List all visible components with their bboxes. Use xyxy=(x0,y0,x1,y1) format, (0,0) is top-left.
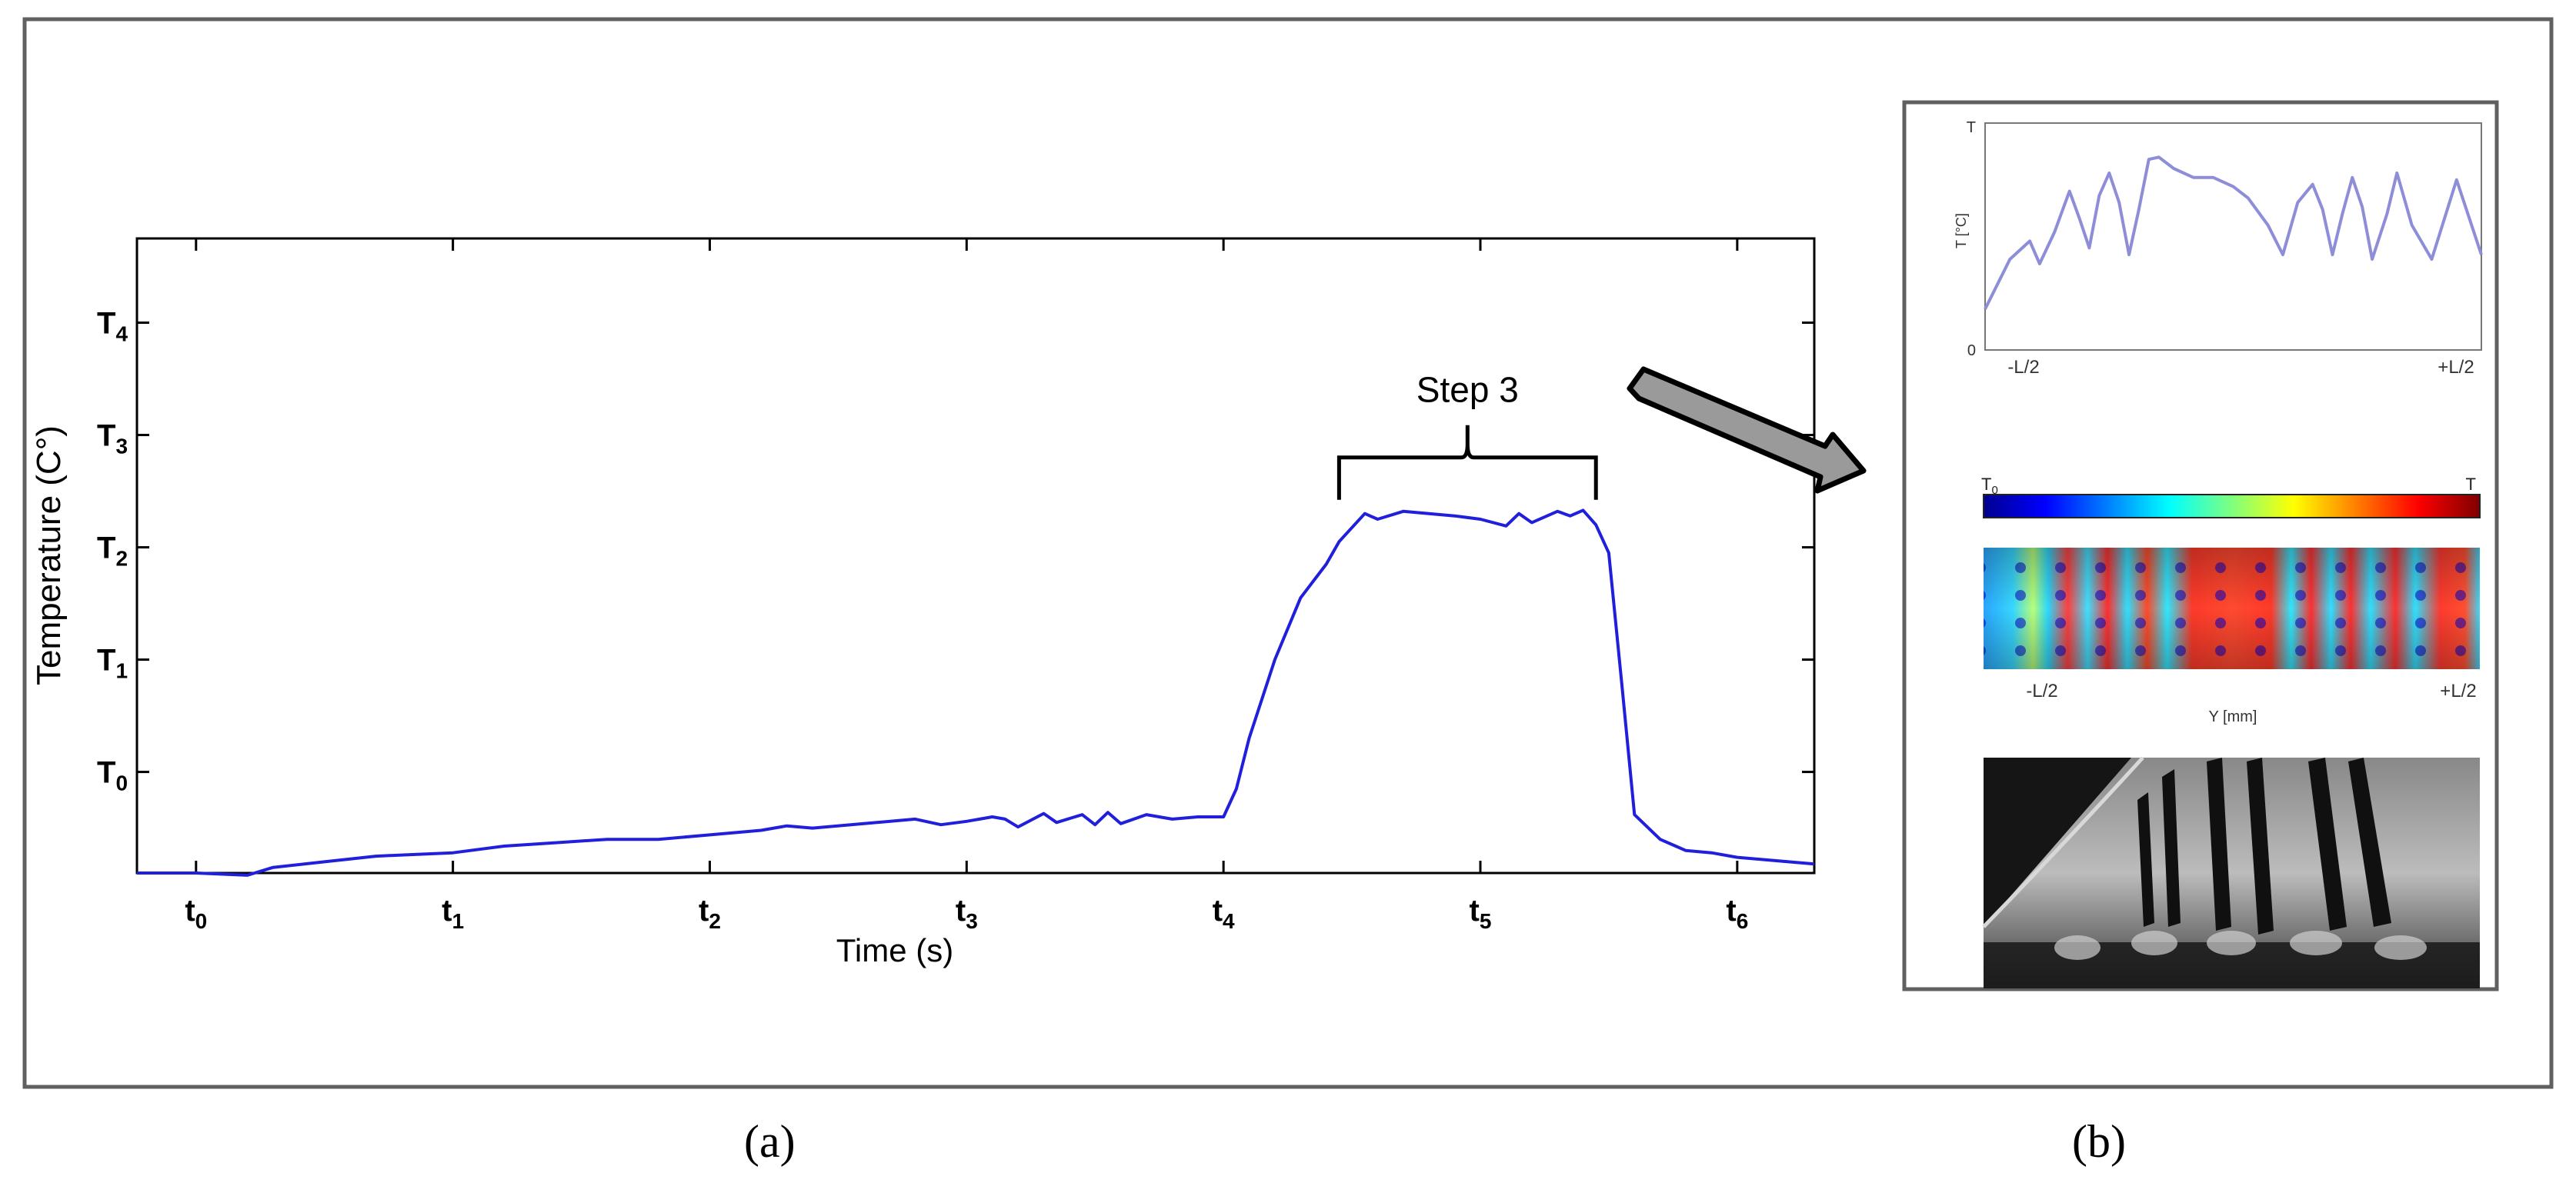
y-axis-ticks: T0 T1 T2 T3 T4 xyxy=(97,307,1814,795)
profile-y-bottom-tick: 0 xyxy=(1967,342,1976,359)
step3-annotation: Step 3 xyxy=(1336,370,1598,500)
x-axis-ticks: t0 t1 t2 t3 t4 t5 t6 xyxy=(185,238,1748,933)
arrow-to-panel-b-icon xyxy=(1627,366,1867,494)
y-tick-label-T3: T3 xyxy=(97,419,128,458)
caption-a-text: (a) xyxy=(744,1116,796,1167)
heatmap-shade xyxy=(1984,548,2480,669)
panel-b: T 0 T [°C] -L/2 +L/2 T0 T -L/2 +L/2 Y [m… xyxy=(1902,100,2499,991)
step3-label: Step 3 xyxy=(1416,370,1519,410)
profile-x-tick-left: -L/2 xyxy=(2007,357,2039,378)
colorbar-max-label: T xyxy=(2466,475,2476,494)
colorbar-gradient xyxy=(1983,494,2481,518)
temperature-heatmap: -L/2 +L/2 Y [mm] xyxy=(1984,548,2480,725)
plot-area-a xyxy=(135,237,1816,875)
caption-b: (b) xyxy=(2072,1115,2126,1168)
heatmap-x-tick-left: -L/2 xyxy=(2026,681,2057,701)
heatmap-x-tick-right: +L/2 xyxy=(2440,681,2476,701)
photo-arc-edge xyxy=(1982,756,2144,928)
colorbar-min-label: T0 xyxy=(1981,475,1998,497)
profile-y-label: T [°C] xyxy=(1954,213,1969,248)
y-tick-label-T2: T2 xyxy=(97,532,128,571)
profile-line xyxy=(1984,155,2483,310)
caption-a: (a) xyxy=(744,1115,796,1168)
heatmap-x-label: Y [mm] xyxy=(2209,708,2257,725)
x-tick-label-t2: t2 xyxy=(699,894,721,933)
caption-b-text: (b) xyxy=(2072,1116,2126,1167)
gear-photo xyxy=(1982,756,2480,988)
y-tick-label-T0: T0 xyxy=(97,756,128,795)
x-axis-label: Time (s) xyxy=(836,932,953,968)
x-tick-label-t6: t6 xyxy=(1726,894,1748,933)
y-tick-label-T4: T4 xyxy=(97,307,128,346)
x-tick-label-t0: t0 xyxy=(185,894,207,933)
profile-x-tick-right: +L/2 xyxy=(2438,357,2474,378)
x-tick-label-t3: t3 xyxy=(956,894,978,933)
step3-bracket xyxy=(1336,425,1598,500)
x-tick-label-t5: t5 xyxy=(1470,894,1492,933)
x-tick-label-t4: t4 xyxy=(1213,894,1235,933)
profile-plot: T 0 T [°C] -L/2 +L/2 xyxy=(1954,119,2483,378)
photo-dark-stripes xyxy=(2137,758,2391,935)
panel-a-chart: t0 t1 t2 t3 t4 t5 t6 T0 T1 T2 T3 T4 Time (s) Tempe… xyxy=(30,237,1867,968)
y-tick-label-T1: T1 xyxy=(97,644,128,683)
y-axis-label: Temperature (C°) xyxy=(30,425,68,685)
photo-teeth xyxy=(2054,931,2427,960)
x-tick-label-t1: t1 xyxy=(442,894,464,933)
profile-plot-area xyxy=(1984,122,2482,351)
photo-dark-corner xyxy=(1984,758,2131,927)
profile-y-top-tick: T xyxy=(1967,119,1976,136)
colorbar: T0 T xyxy=(1981,475,2481,518)
temperature-line xyxy=(137,508,1815,877)
